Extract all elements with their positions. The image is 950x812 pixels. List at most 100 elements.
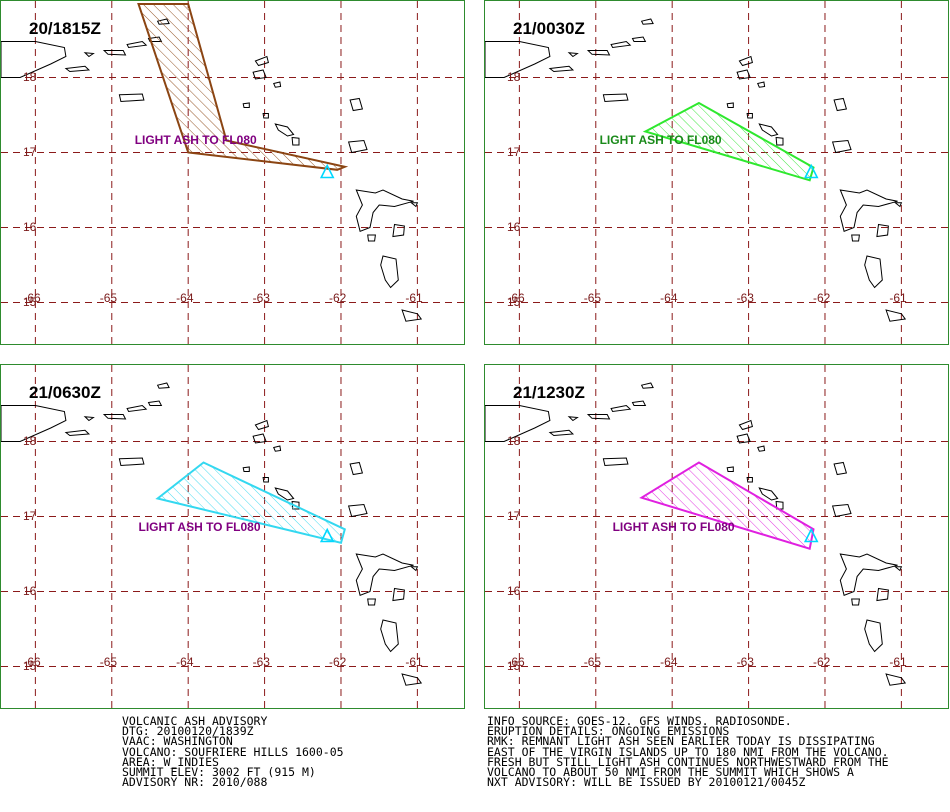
island-coastline bbox=[602, 93, 629, 103]
island-coastline bbox=[758, 123, 779, 137]
island-coastline bbox=[102, 50, 127, 56]
latitude-label: 18 bbox=[23, 69, 37, 84]
volcano-icon bbox=[803, 163, 819, 179]
ash-level-label: LIGHT ASH TO FL080 bbox=[134, 133, 257, 147]
longitude-label: -66 bbox=[23, 655, 41, 669]
advisory-line: FRESH BUT STILL LIGHT ASH CONTINUES NORT… bbox=[487, 754, 889, 769]
longitude-label: -62 bbox=[328, 655, 347, 669]
advisory-line: SUMMIT ELEV: 3002 FT (915 M) bbox=[122, 764, 316, 779]
latitude-label: 18 bbox=[23, 433, 37, 448]
ash-map bbox=[485, 1, 948, 344]
island-coastline bbox=[242, 102, 250, 108]
longitude-label: -61 bbox=[889, 291, 907, 305]
island-coastline bbox=[736, 69, 751, 80]
island-coastline bbox=[876, 223, 889, 238]
island-coastline bbox=[893, 202, 903, 208]
valid-time-label: 21/1230Z bbox=[513, 383, 585, 402]
longitude-label: -65 bbox=[99, 655, 118, 669]
island-coastline bbox=[631, 36, 647, 42]
advisory-line: INFO SOURCE: GOES-12. GFS WINDS. RADIOSO… bbox=[487, 714, 792, 728]
longitude-label: -61 bbox=[405, 291, 423, 305]
island-coastline bbox=[147, 400, 163, 406]
volcano-icon bbox=[803, 527, 819, 543]
island-coastline bbox=[833, 461, 848, 476]
island-coastline bbox=[548, 65, 575, 73]
latitude-label: 15 bbox=[23, 658, 37, 673]
advisory-line: VOLCANIC ASH ADVISORY bbox=[122, 714, 268, 728]
longitude-label: -62 bbox=[328, 291, 347, 305]
longitude-label: -64 bbox=[660, 655, 678, 669]
island-coastline bbox=[1, 405, 67, 442]
island-coastline bbox=[610, 40, 632, 49]
latitude-label: 15 bbox=[23, 294, 37, 309]
island-coastline bbox=[392, 587, 405, 602]
island-coastline bbox=[864, 619, 883, 653]
island-coastline bbox=[401, 309, 423, 322]
forecast-panel-t0: 20/1815Z 18 17 16 15 -66 -65 -64 -63 -62 -61 LIGHT … bbox=[0, 0, 465, 345]
advisory-line: AREA: W_INDIES bbox=[122, 754, 219, 769]
island-coastline bbox=[757, 445, 766, 452]
island-coastline bbox=[864, 255, 883, 289]
valid-time-label: 21/0630Z bbox=[29, 383, 101, 402]
island-coastline bbox=[726, 466, 734, 472]
island-coastline bbox=[273, 445, 282, 452]
island-coastline bbox=[274, 123, 295, 137]
island-coastline bbox=[833, 97, 848, 112]
island-coastline bbox=[349, 461, 364, 476]
island-coastline bbox=[355, 189, 414, 232]
advisory-line: ERUPTION DETAILS: ONGOING EMISSIONS bbox=[487, 724, 730, 739]
longitude-label: -64 bbox=[176, 291, 194, 305]
island-coastline bbox=[409, 566, 419, 572]
island-coastline bbox=[262, 113, 269, 119]
longitude-label: -66 bbox=[507, 655, 525, 669]
ash-cloud-polygon bbox=[137, 3, 349, 171]
island-coastline bbox=[252, 433, 267, 444]
island-coastline bbox=[83, 416, 95, 422]
latitude-label: 17 bbox=[507, 508, 521, 523]
latitude-label: 16 bbox=[507, 583, 521, 598]
island-coastline bbox=[610, 404, 632, 413]
ash-cloud-polygon bbox=[639, 461, 815, 550]
latitude-label: 18 bbox=[507, 433, 521, 448]
longitude-label: -61 bbox=[889, 655, 907, 669]
latitude-label: 17 bbox=[23, 144, 37, 159]
island-coastline bbox=[380, 255, 399, 289]
island-coastline bbox=[83, 52, 95, 58]
island-coastline bbox=[273, 81, 282, 88]
longitude-label: -64 bbox=[176, 655, 194, 669]
island-coastline bbox=[851, 598, 860, 606]
advisory-line: VOLCANO: SOUFRIERE HILLS 1600-05 bbox=[122, 744, 344, 759]
island-coastline bbox=[118, 457, 145, 467]
forecast-panel-t3: 21/1230Z 18 17 16 15 -66 -65 -64 -63 -62 -61 LIGHT … bbox=[484, 364, 949, 709]
island-coastline bbox=[254, 55, 270, 67]
ash-level-label: LIGHT ASH TO FL080 bbox=[612, 520, 735, 535]
island-coastline bbox=[262, 477, 269, 483]
island-coastline bbox=[586, 414, 611, 420]
island-coastline bbox=[126, 404, 148, 413]
advisory-line: VOLCANO TO ABOUT 50 NMI FROM THE SUMMIT … bbox=[487, 764, 854, 779]
island-coastline bbox=[738, 419, 754, 431]
island-coastline bbox=[738, 55, 754, 67]
longitude-label: -63 bbox=[736, 291, 754, 305]
longitude-label: -65 bbox=[583, 655, 602, 669]
longitude-label: -63 bbox=[252, 655, 270, 669]
advisory-line: DTG: 20100120/1839Z bbox=[122, 724, 254, 739]
island-coastline bbox=[567, 416, 579, 422]
latitude-label: 17 bbox=[23, 508, 37, 523]
ash-map bbox=[1, 365, 464, 708]
island-coastline bbox=[242, 466, 250, 472]
island-coastline bbox=[102, 414, 127, 420]
island-coastline bbox=[64, 429, 91, 437]
ash-map bbox=[1, 1, 464, 344]
latitude-label: 18 bbox=[507, 69, 521, 84]
island-coastline bbox=[640, 18, 654, 25]
island-coastline bbox=[602, 457, 629, 467]
island-coastline bbox=[885, 673, 907, 686]
island-coastline bbox=[831, 503, 852, 518]
island-coastline bbox=[775, 500, 784, 510]
island-coastline bbox=[347, 503, 368, 518]
longitude-label: -62 bbox=[812, 291, 831, 305]
island-coastline bbox=[274, 487, 295, 501]
island-coastline bbox=[401, 673, 423, 686]
island-coastline bbox=[851, 234, 860, 242]
